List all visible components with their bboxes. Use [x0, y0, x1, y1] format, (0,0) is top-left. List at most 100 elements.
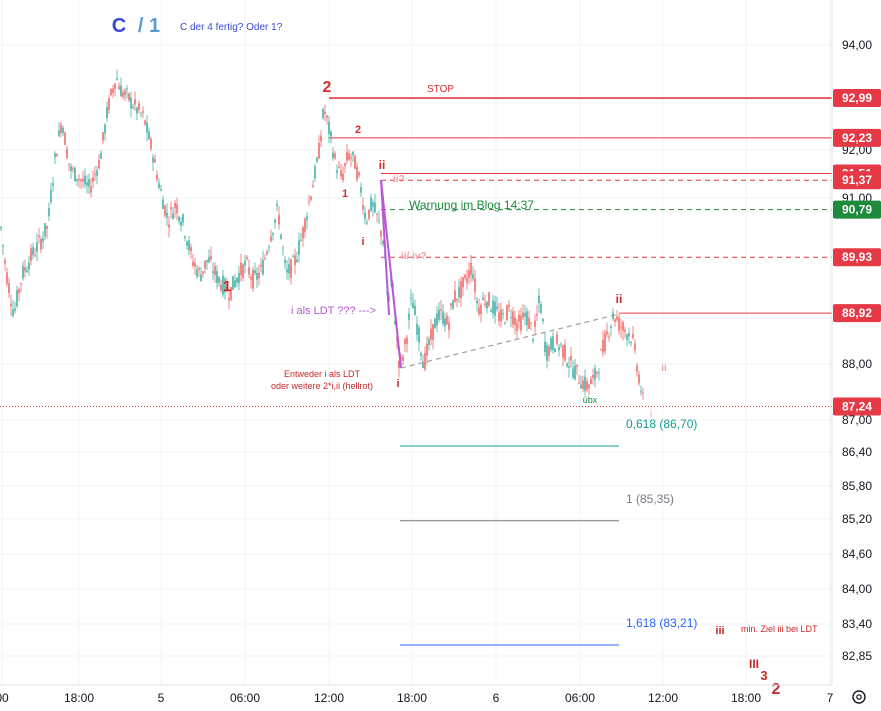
candle-body: [264, 258, 266, 260]
candle-body: [286, 269, 288, 273]
candle-body: [34, 255, 36, 257]
candle-body: [428, 338, 430, 345]
x-tick-label: 06:00: [565, 691, 595, 705]
candle-body: [62, 127, 64, 134]
settings-gear-icon[interactable]: [852, 690, 866, 704]
candle-body: [178, 216, 180, 222]
grid: [0, 0, 831, 685]
candle-body: [128, 93, 130, 101]
candle-body: [568, 366, 570, 368]
candle-body: [484, 303, 486, 306]
candle-body: [162, 199, 164, 210]
candle-body: [466, 277, 468, 283]
price-levels: [0, 97, 832, 408]
candle-body: [582, 380, 584, 390]
x-tick-label: 12:00: [314, 691, 344, 705]
candle-body: [176, 204, 178, 214]
candle-body: [448, 322, 450, 331]
candle-body: [152, 157, 154, 163]
price-badge-label: 92,23: [842, 131, 872, 145]
candle-body: [246, 257, 248, 259]
wave-annotation: übx: [583, 395, 598, 405]
candle-body: [78, 178, 80, 180]
gear-icon[interactable]: [852, 690, 866, 704]
candle-body: [420, 352, 422, 356]
candle-body: [536, 313, 538, 316]
candle-body: [566, 363, 568, 367]
candle-body: [118, 86, 120, 90]
candle-body: [242, 264, 244, 278]
candle-body: [336, 170, 338, 173]
candle-body: [80, 179, 82, 182]
candle-body: [510, 316, 512, 318]
candle-body: [436, 313, 438, 326]
candle-body: [16, 290, 18, 307]
y-tick-label: 83,40: [842, 617, 872, 631]
candle-body: [154, 159, 156, 163]
candle-body: [560, 343, 562, 345]
candle-body: [210, 256, 212, 260]
candle-body: [192, 261, 194, 266]
candle-body: [320, 135, 322, 142]
candle-body: [620, 327, 622, 329]
candle-body: [170, 207, 172, 210]
candle-body: [446, 315, 448, 325]
candle-body: [552, 336, 554, 350]
candle-body: [432, 324, 434, 340]
candle-body: [334, 153, 336, 159]
candles: [0, 69, 644, 400]
candle-body: [104, 124, 106, 134]
wave-annotation: Warnung im Blog 14:37: [409, 198, 534, 212]
wave-annotation: / 1: [138, 15, 160, 37]
candle-body: [138, 103, 140, 110]
candle-body: [156, 174, 158, 180]
candle-body: [562, 345, 564, 358]
candle-body: [202, 271, 204, 274]
candle-body: [212, 271, 214, 274]
candle-body: [194, 262, 196, 267]
wave-annotation: 2: [355, 124, 361, 136]
x-axis[interactable]: 00 18:00 5 06:00 12:00 18:00 6 06:00 12:00 18:00 7: [0, 684, 834, 705]
candle-body: [106, 107, 108, 119]
candle-body: [120, 85, 122, 97]
candle-body: [48, 208, 50, 217]
candle-body: [324, 112, 326, 114]
wave-annotation: ii/ iv?: [401, 251, 427, 262]
candle-body: [256, 272, 258, 280]
candle-body: [588, 384, 590, 389]
candle-body: [338, 167, 340, 169]
candle-body: [574, 365, 576, 380]
candle-body: [140, 113, 142, 115]
candle-body: [618, 317, 620, 331]
price-badge-label: 89,93: [842, 250, 872, 264]
candle-body: [544, 341, 546, 353]
candle-body: [180, 222, 182, 226]
candle-body: [144, 120, 146, 125]
candle-body: [358, 172, 360, 176]
candle-body: [310, 196, 312, 200]
candle-body: [216, 271, 218, 284]
candle-body: [522, 312, 524, 318]
y-tick-label: 85,80: [842, 479, 872, 493]
x-tick-label: 18:00: [64, 691, 94, 705]
y-tick-label: 88,00: [842, 357, 872, 371]
candle-body: [376, 213, 378, 215]
candle-body: [344, 163, 346, 167]
candle-body: [586, 381, 588, 390]
candle-body: [430, 328, 432, 340]
candle-body: [478, 307, 480, 315]
candle-body: [364, 212, 366, 219]
candle-body: [412, 302, 414, 309]
candle-body: [36, 242, 38, 252]
candle-body: [298, 240, 300, 255]
candle-body: [46, 226, 48, 229]
wave-annotation: iii: [715, 625, 724, 637]
candle-body: [342, 173, 344, 181]
candle-body: [96, 170, 98, 176]
candle-body: [198, 267, 200, 270]
candle-body: [488, 292, 490, 306]
candle-body: [182, 214, 184, 223]
candle-body: [218, 277, 220, 283]
